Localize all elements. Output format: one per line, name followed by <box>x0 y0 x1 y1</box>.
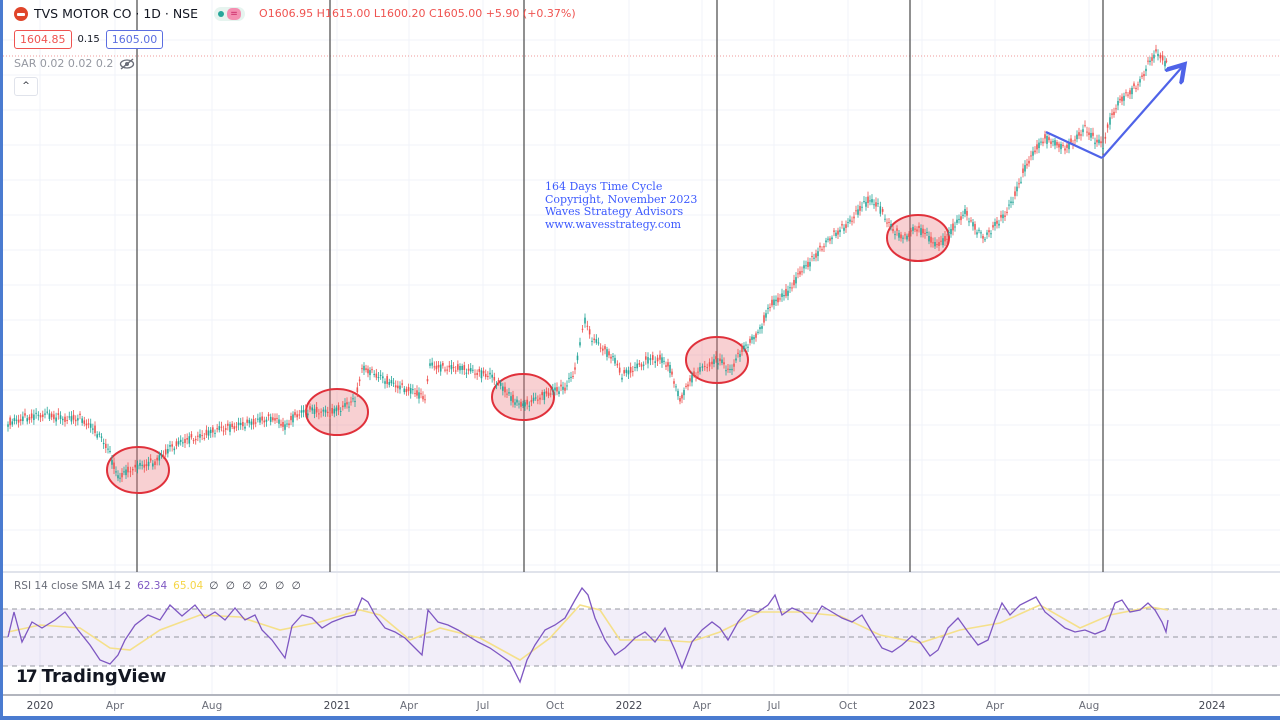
time-axis-label: 2023 <box>908 700 936 712</box>
tvs-logo-icon <box>14 6 28 21</box>
eye-hidden-icon[interactable] <box>119 57 135 70</box>
time-axis-label: 2021 <box>323 700 351 712</box>
highlight-circle <box>886 214 950 262</box>
trend-line <box>1045 131 1103 159</box>
buy-price-button[interactable]: 1605.00 <box>105 30 164 49</box>
time-axis-label: Apr <box>105 700 125 712</box>
collapse-legend-button[interactable]: ^ <box>14 77 38 96</box>
time-axis-label: Apr <box>985 700 1005 712</box>
equal-icon: = <box>227 7 242 20</box>
spread-value: 0.15 <box>77 34 100 45</box>
time-axis-label: 2022 <box>615 700 643 712</box>
rsi-empty-values: ∅ ∅ ∅ ∅ ∅ ∅ <box>209 580 303 592</box>
rsi-line <box>7 586 1169 684</box>
sar-label: SAR 0.02 0.02 0.2 <box>14 57 114 70</box>
tradingview-logo-icon: 17 <box>16 666 38 687</box>
time-axis-label: 2020 <box>26 700 54 712</box>
annotation-line-2: Copyright, November 2023 <box>545 192 698 206</box>
time-axis-label: Aug <box>1078 700 1100 712</box>
symbol-title[interactable]: TVS MOTOR CO · 1D · NSE <box>34 6 199 21</box>
ohlc-values: O1606.95 H1615.00 L1600.20 C1605.00 +5.9… <box>259 7 576 20</box>
rsi-sma-line <box>7 604 1169 661</box>
rsi-label: RSI 14 close SMA 14 2 <box>14 580 132 592</box>
trend-arrow <box>1101 66 1183 159</box>
chart-annotation-text[interactable]: 164 Days Time Cycle Copyright, November … <box>545 180 698 231</box>
symbol-legend: TVS MOTOR CO · 1D · NSE = O1606.95 H1615… <box>14 6 576 21</box>
annotation-line-4: www.wavesstrategy.com <box>545 217 682 231</box>
highlight-circle <box>491 373 555 421</box>
rsi-indicator-legend[interactable]: RSI 14 close SMA 14 2 62.34 65.04 ∅ ∅ ∅ … <box>14 580 303 592</box>
highlight-circle <box>305 388 369 436</box>
time-axis-label: Apr <box>692 700 712 712</box>
annotation-line-3: Waves Strategy Advisors <box>545 205 684 218</box>
market-open-dot-icon <box>218 10 225 17</box>
time-axis-label: 2024 <box>1198 700 1226 712</box>
bid-ask-row: 1604.85 0.15 1605.00 <box>14 30 164 49</box>
highlight-circle <box>685 336 749 384</box>
time-axis-label: Oct <box>545 700 565 712</box>
time-axis-label: Apr <box>399 700 419 712</box>
time-axis-label: Jul <box>767 700 781 712</box>
annotation-line-1: 164 Days Time Cycle <box>545 180 663 193</box>
sar-indicator-legend[interactable]: SAR 0.02 0.02 0.2 <box>14 57 135 70</box>
tradingview-brand-name: TradingView <box>41 666 167 687</box>
time-axis-label: Oct <box>838 700 858 712</box>
time-axis-label: Aug <box>201 700 223 712</box>
market-status-pill[interactable]: = <box>214 6 246 21</box>
rsi-sma-value: 65.04 <box>173 580 204 592</box>
tradingview-watermark: 17 TradingView <box>16 666 166 687</box>
sell-price-button[interactable]: 1604.85 <box>14 30 72 49</box>
time-axis-label: Jul <box>476 700 490 712</box>
rsi-value: 62.34 <box>137 580 168 592</box>
